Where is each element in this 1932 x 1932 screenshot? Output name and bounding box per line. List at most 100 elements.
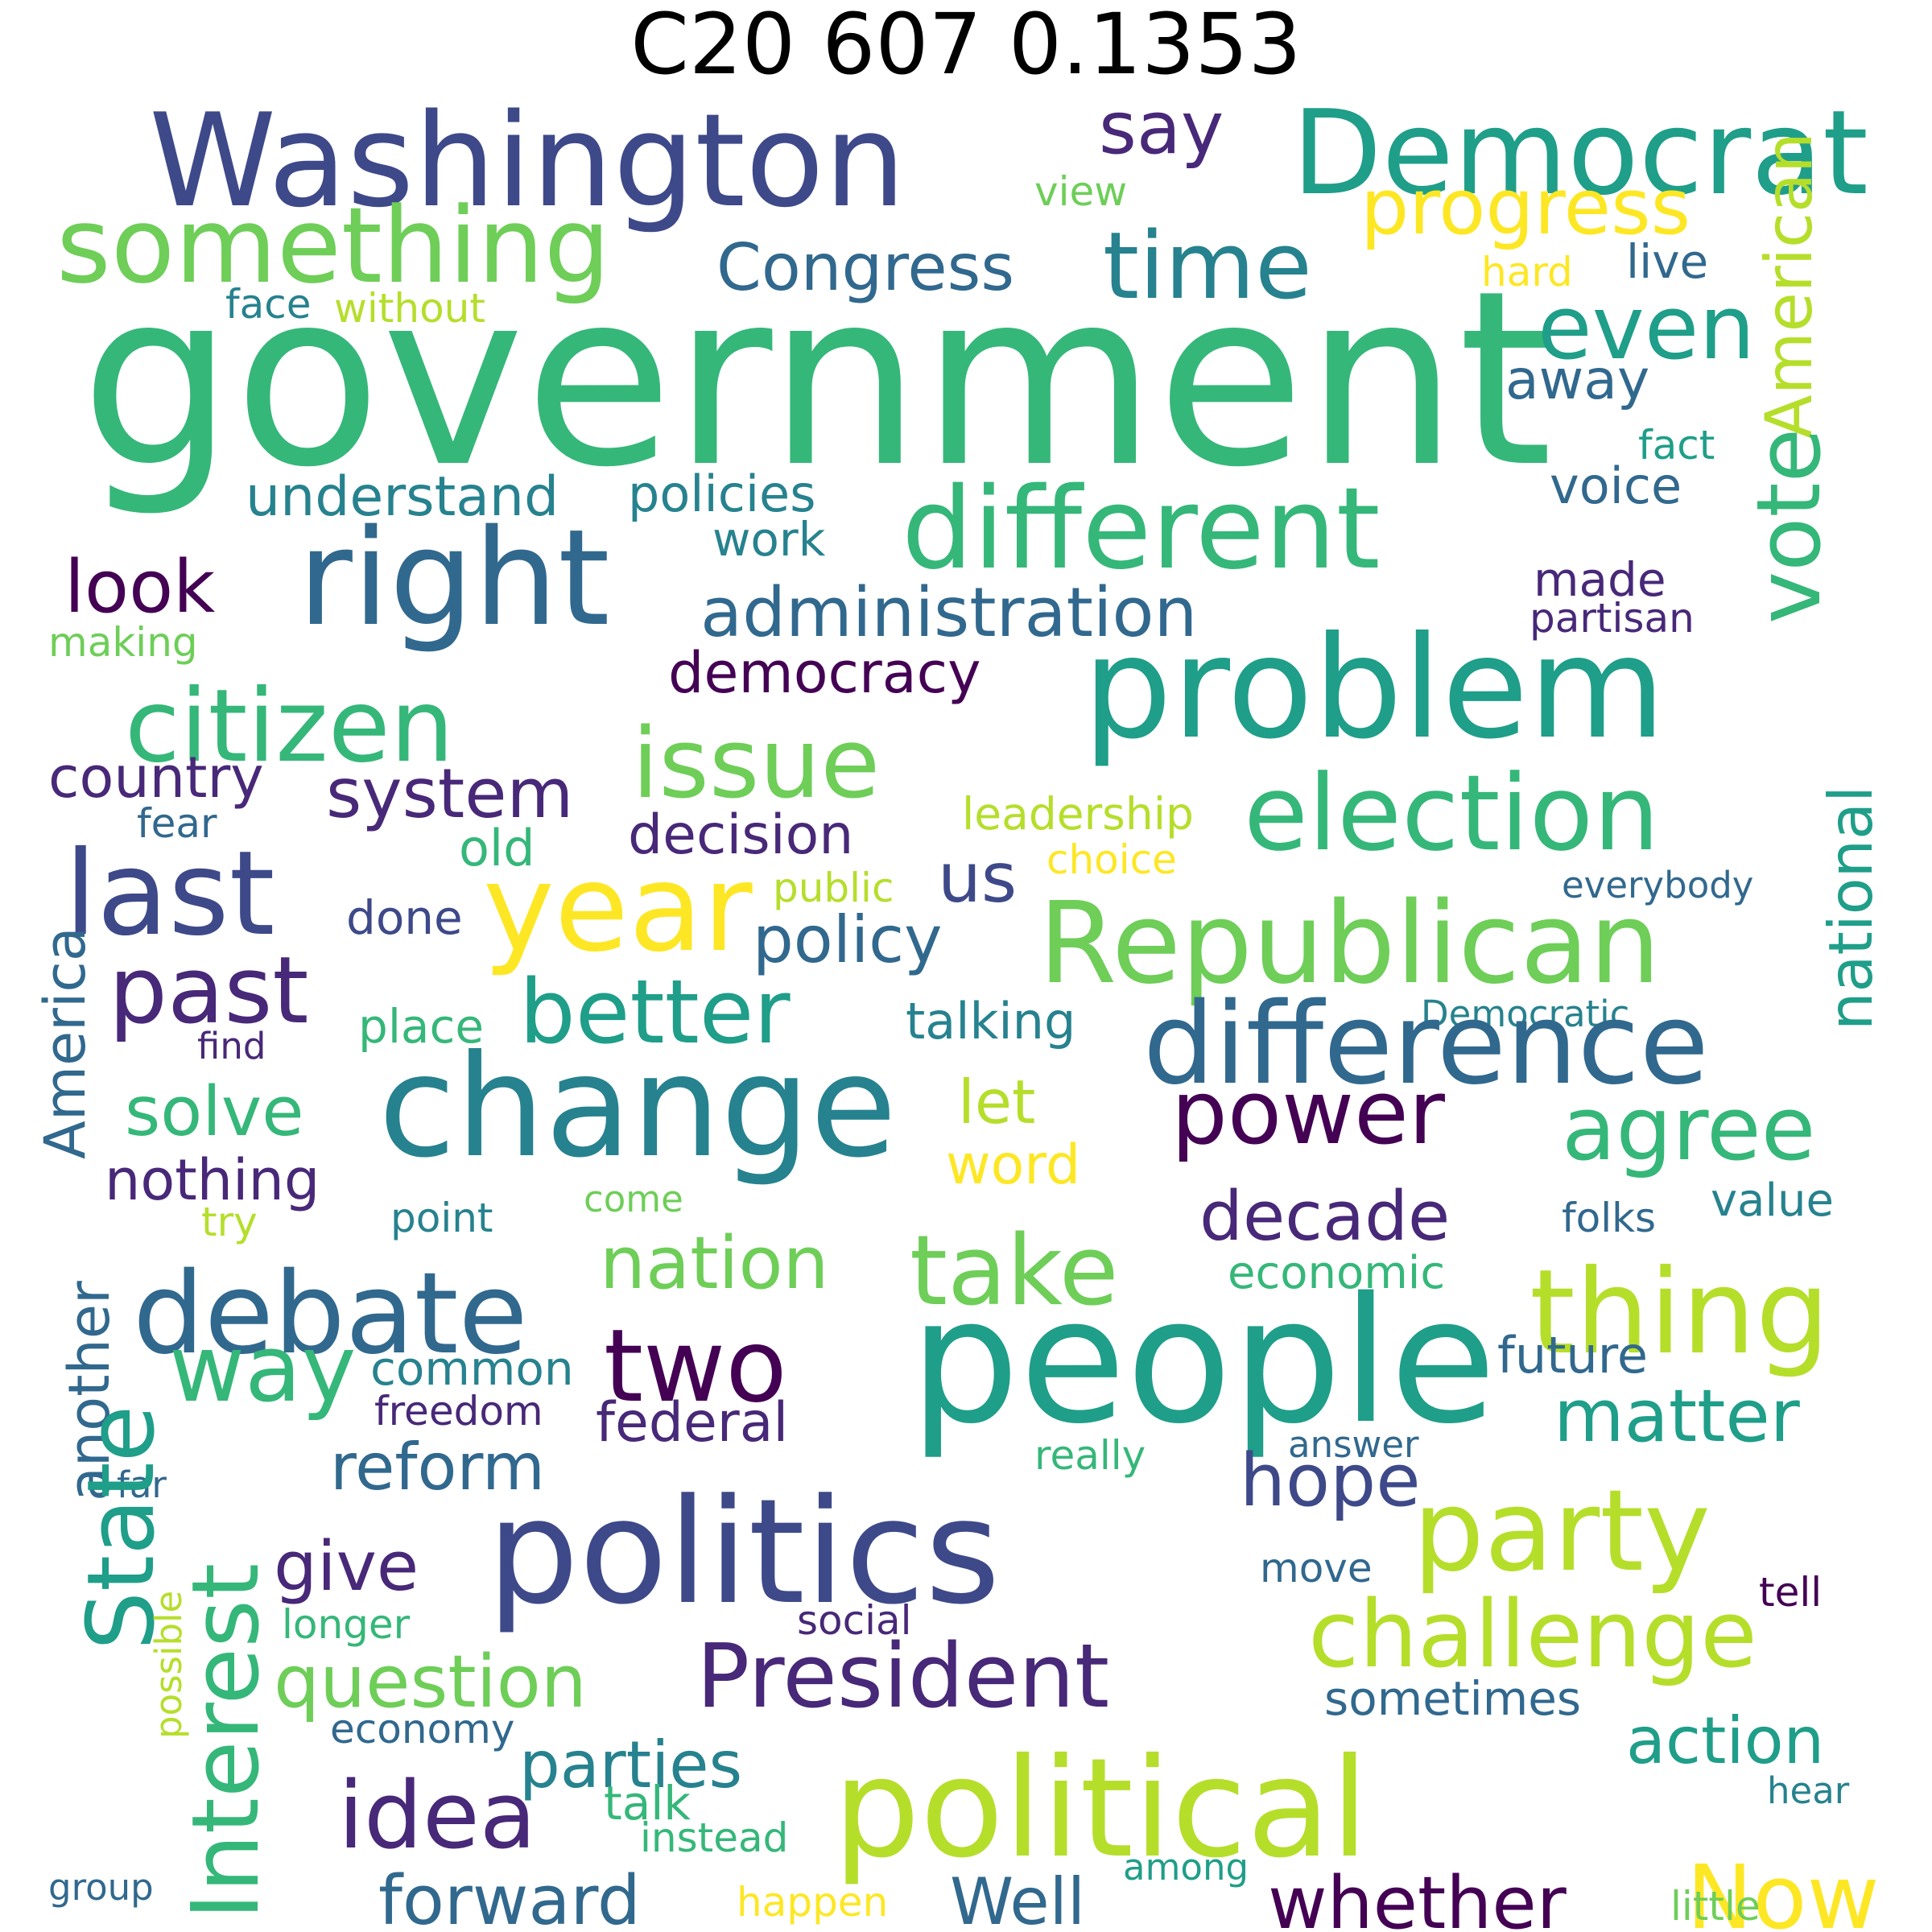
cloud-word: Republican [1038,878,1661,1009]
cloud-word: little [1670,1883,1761,1930]
cloud-word: debate [133,1249,528,1380]
cloud-word: vote [1737,428,1840,624]
cloud-word: way [169,1315,357,1423]
cloud-word: making [48,619,198,666]
cloud-word: partisan [1530,595,1695,642]
cloud-word: Democratic [1421,993,1629,1035]
cloud-word: time [1103,213,1312,320]
cloud-word: whether [1268,1861,1567,1932]
cloud-word: citizen [125,668,454,785]
cloud-word: problem [1083,607,1666,770]
cloud-word: challenge [1308,1581,1757,1689]
cloud-word: system [326,754,573,834]
cloud-word: decision [628,803,853,867]
cloud-word: Well [950,1864,1085,1932]
cloud-word: place [358,999,484,1054]
cloud-word: Now [1686,1846,1880,1932]
cloud-word: decade [1199,1177,1450,1257]
cloud-word: President [696,1624,1109,1728]
cloud-word: last [64,826,275,962]
cloud-word: Democrat [1292,85,1868,221]
cloud-word: political [833,1729,1368,1889]
cloud-word: better [519,960,791,1063]
cloud-word: try [201,1199,258,1245]
cloud-word: view [1034,168,1127,215]
cloud-word: social [797,1597,912,1644]
cloud-word: future [1497,1326,1648,1385]
cloud-word: party [1413,1466,1711,1597]
cloud-word: question [274,1640,587,1724]
cloud-word: parties [519,1728,742,1802]
cloud-word: freedom [374,1388,543,1435]
cloud-word: away [1505,349,1649,412]
page-title: C20 607 0.1353 [630,0,1302,93]
cloud-word: Congress [716,230,1014,305]
cloud-word: power [1171,1061,1446,1164]
cloud-word: let [958,1067,1035,1137]
cloud-word: move [1260,1545,1373,1591]
cloud-word: fear [137,800,217,847]
cloud-word: even [1538,276,1755,379]
cloud-word: sometimes [1324,1671,1581,1726]
cloud-word: everybody [1562,864,1753,906]
cloud-word: made [1534,552,1666,607]
cloud-word: talk [604,1776,691,1831]
cloud-word: election [1244,752,1660,874]
cloud-word: among [1123,1846,1249,1889]
cloud-word: action [1626,1703,1824,1778]
cloud-word: progress [1360,163,1690,252]
cloud-word: government [80,239,1553,520]
cloud-word: agree [1562,1077,1815,1180]
cloud-word: year [483,839,753,979]
cloud-word: hope [1240,1439,1421,1523]
cloud-word: economy [330,1706,514,1752]
cloud-word: forward [378,1861,641,1932]
cloud-word: difference [1143,979,1709,1110]
cloud-word: different [902,464,1381,595]
cloud-word: find [197,1025,266,1067]
cloud-word: politics [487,1468,1001,1637]
cloud-word: live [1626,234,1708,289]
cloud-word: people [910,1260,1496,1462]
cloud-word: policy [753,902,943,977]
cloud-word: take [910,1216,1119,1327]
cloud-word: choice [1046,836,1177,883]
cloud-word: economic [1228,1247,1445,1299]
cloud-word: administration [700,573,1197,653]
cloud-word: federal [596,1391,788,1455]
cloud-word: common [370,1341,574,1396]
cloud-word: done [346,890,463,945]
cloud-word: value [1711,1174,1834,1227]
cloud-word: Washington [149,85,906,236]
cloud-word: another [56,1281,122,1501]
cloud-word: fact [1638,422,1715,469]
cloud-word: instead [640,1814,788,1861]
cloud-word: something [56,184,610,307]
cloud-word: talking [906,992,1075,1051]
cloud-word: solve [125,1072,304,1152]
cloud-word: past [109,937,308,1045]
cloud-word: really [1034,1432,1146,1479]
cloud-word: word [946,1133,1080,1197]
cloud-word: tell [1759,1569,1822,1616]
cloud-word: point [390,1195,493,1241]
cloud-word: thing [1530,1245,1830,1381]
cloud-word: public [773,865,894,911]
cloud-word: happen [737,1879,888,1926]
cloud-word: voice [1550,456,1682,515]
cloud-word: idea [338,1762,536,1870]
cloud-word: old [459,819,535,877]
cloud-word: issue [632,708,880,820]
cloud-word: us [938,839,1017,919]
cloud-word: say [1099,86,1224,171]
cloud-word: without [334,285,485,332]
cloud-word: change [378,1026,897,1189]
cloud-word: look [64,545,215,630]
cloud-word: country [48,745,264,811]
cloud-word: far [117,1463,167,1506]
cloud-word: policies [628,464,816,523]
cloud-word: understand [246,465,559,529]
cloud-word: America [32,927,98,1159]
cloud-word: longer [282,1601,411,1648]
